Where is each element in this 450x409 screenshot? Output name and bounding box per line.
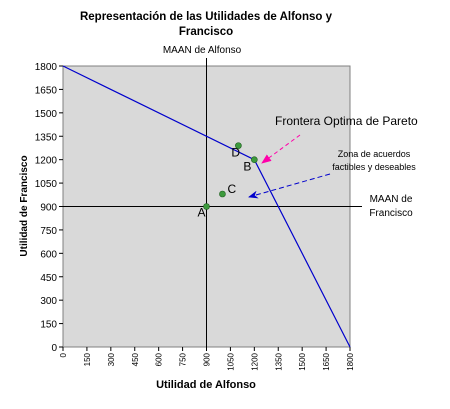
chart-title-line1: Representación de las Utilidades de Alfo…: [80, 11, 333, 23]
y-axis-label: Utilidad de Francisco: [19, 155, 30, 256]
pareto-annotation: Frontera Optima de Pareto: [275, 114, 418, 128]
y-tick-label: 1350: [35, 132, 58, 143]
y-tick-label: 1050: [35, 179, 58, 190]
chart-title-line2: Francisco: [179, 26, 233, 38]
x-tick-label: 450: [131, 352, 140, 366]
x-tick-label: 0: [59, 352, 68, 357]
y-tick-label: 1800: [35, 62, 58, 73]
zone-arrow: [248, 173, 331, 199]
y-tick-label: 900: [40, 203, 57, 214]
pareto-arrow: [261, 134, 301, 164]
y-tick-label: 450: [40, 273, 57, 284]
point-a-marker: [203, 203, 210, 210]
point-c-marker: [219, 190, 226, 198]
x-tick-label: 1800: [346, 352, 355, 370]
y-tick-label: 1500: [35, 109, 58, 120]
x-tick-label: 150: [83, 352, 92, 366]
y-tick-label: 1650: [35, 85, 58, 96]
x-tick-label: 750: [179, 352, 188, 366]
x-axis-label: Utilidad de Alfonso: [156, 379, 256, 391]
y-tick-label: 1200: [35, 156, 58, 167]
x-tick-label: 1350: [274, 352, 283, 370]
maan-francisco-label-line2: Francisco: [369, 208, 413, 219]
y-tick-label: 750: [40, 226, 57, 237]
point-a-label: A: [198, 206, 206, 220]
point-d-marker: [235, 142, 242, 149]
maan-alfonso-label: MAAN de Alfonso: [163, 45, 242, 56]
x-tick-label: 1500: [298, 352, 307, 370]
zone-annotation-line2: factibles y deseables: [332, 162, 416, 172]
x-tick-label: 1050: [226, 352, 235, 370]
pareto-frontier-line: [62, 65, 351, 348]
y-tick-label: 600: [40, 249, 57, 260]
point-c-label: C: [227, 182, 236, 196]
y-tick-label: 0: [51, 343, 57, 354]
x-tick-label: 1200: [250, 352, 259, 370]
y-tick-label: 300: [40, 296, 57, 307]
maan-francisco-label-line1: MAAN de: [370, 194, 413, 205]
x-tick-label: 600: [155, 352, 164, 366]
zone-annotation-line1: Zona de acuerdos: [338, 149, 411, 159]
point-b-label: B: [243, 160, 251, 174]
x-tick-label: 900: [203, 352, 212, 366]
x-tick-label: 300: [107, 352, 116, 366]
point-d-label: D: [231, 146, 240, 160]
y-tick-label: 150: [40, 320, 57, 331]
x-tick-label: 1650: [322, 352, 331, 370]
point-b-marker: [251, 156, 258, 163]
